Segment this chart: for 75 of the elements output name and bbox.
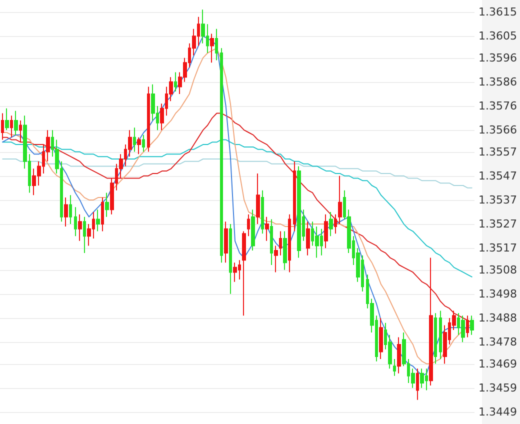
candlestick — [83, 216, 86, 254]
candlestick — [261, 190, 264, 234]
y-tick-label: 1.3478 — [478, 336, 518, 349]
y-tick-label: 1.3615 — [478, 6, 518, 19]
candlestick — [247, 214, 250, 237]
candlestick — [397, 336, 401, 374]
candlestick — [5, 108, 9, 131]
candlestick — [429, 257, 433, 386]
candlestick — [174, 72, 177, 92]
candlestick — [293, 160, 296, 232]
candlestick — [229, 224, 232, 294]
candlestick — [265, 216, 269, 242]
line-series — [2, 158, 473, 188]
candlestick — [215, 28, 218, 61]
y-tick-label: 1.3449 — [478, 405, 518, 418]
candlestick — [74, 206, 77, 237]
candlestick — [434, 312, 437, 364]
candlestick — [242, 230, 246, 316]
candlestick — [315, 226, 319, 258]
y-tick-label: 1.3596 — [478, 51, 518, 64]
candlestick — [416, 368, 419, 400]
y-tick-label: 1.3557 — [478, 145, 518, 158]
candlestick — [10, 115, 13, 138]
candlestick — [19, 120, 22, 143]
candlestick — [224, 221, 228, 264]
candlestick — [324, 214, 328, 249]
y-tick-label: 1.3566 — [478, 124, 518, 137]
candlestick — [379, 318, 383, 360]
candlestick — [297, 166, 301, 258]
y-tick-label: 1.3586 — [478, 75, 518, 88]
candlestick — [338, 175, 342, 225]
y-tick-label: 1.3498 — [478, 287, 518, 300]
candlestick — [329, 212, 333, 237]
y-tick-label: 1.3547 — [478, 169, 518, 182]
candlestick — [461, 315, 465, 343]
y-tick-label: 1.3576 — [478, 100, 518, 112]
y-tick-label: 1.3537 — [478, 193, 518, 206]
candlestick — [69, 194, 72, 225]
candlestick — [1, 112, 4, 140]
candlestick — [96, 209, 100, 232]
candlestick — [439, 310, 442, 360]
candlestick — [101, 197, 104, 232]
y-tick-label: 1.3459 — [478, 381, 518, 394]
candlestick — [306, 221, 310, 256]
candlestick — [256, 172, 260, 225]
candlestick — [64, 197, 68, 227]
candlestick — [270, 218, 273, 266]
y-tick-label: 1.3469 — [478, 357, 518, 370]
y-tick-label: 1.3508 — [478, 263, 518, 276]
candlestick — [14, 110, 18, 136]
line-series — [2, 112, 473, 324]
candlestick — [466, 315, 469, 338]
y-tick-label: 1.3605 — [478, 30, 518, 43]
candlestick — [133, 127, 136, 152]
candlestick — [393, 358, 396, 376]
line-series — [2, 139, 473, 278]
y-tick-label: 1.3517 — [478, 242, 518, 255]
candlestick — [78, 214, 82, 242]
candlestick — [105, 192, 109, 218]
candlestick — [220, 48, 223, 264]
candlestick — [142, 134, 145, 152]
candlestick — [283, 230, 287, 270]
y-tick-label: 1.3527 — [478, 218, 518, 231]
candlestick — [147, 86, 150, 152]
candlestick — [137, 136, 141, 155]
candlestick — [279, 230, 282, 256]
candlestick — [420, 368, 424, 388]
candlestick — [470, 315, 474, 336]
candlestick — [288, 214, 291, 273]
candlestick — [274, 245, 278, 273]
candlestick — [233, 262, 237, 282]
candlestick — [251, 209, 255, 252]
y-tick-label: 1.3488 — [478, 312, 518, 324]
candlestick — [210, 33, 214, 64]
candlestick — [334, 214, 337, 234]
